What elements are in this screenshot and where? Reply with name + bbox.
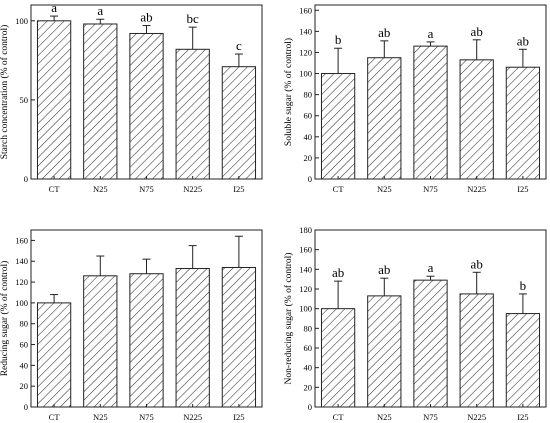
y-tick-label: 100 (15, 16, 28, 26)
y-tick-label: 160 (299, 245, 312, 255)
y-tick-label: 140 (299, 264, 312, 274)
significance-letter: c (236, 38, 242, 53)
significance-letter: bc (187, 11, 200, 26)
chart-1: a CT a N25 ab N75 bc N225 c I25 0 50 100 Starch conce… (0, 0, 263, 194)
x-tick-label: N25 (93, 412, 108, 422)
y-tick-label: 100 (299, 304, 312, 314)
y-tick-label: 0 (308, 402, 312, 412)
significance-letter: ab (517, 33, 529, 48)
significance-letter: a (428, 26, 434, 41)
y-axis-label: Non-reducing sugar (% of control) (283, 253, 294, 385)
bar (221, 66, 257, 180)
y-tick-label: 60 (304, 111, 313, 121)
x-tick-label: I25 (233, 184, 244, 194)
y-axis-label: Reducing sugar (% of control) (0, 261, 10, 377)
y-tick-label: 120 (299, 284, 312, 294)
y-tick-label: 120 (299, 47, 312, 57)
plot-frame (314, 229, 547, 408)
y-tick-label: 0 (24, 174, 28, 184)
significance-letter: a (97, 3, 103, 18)
chart-4: ab CT ab N25 a N75 ab N225 b I25 0 20 40 60 80 100 120 14… (283, 225, 547, 422)
significance-letter: ab (471, 256, 483, 271)
y-tick-label: 80 (304, 90, 313, 100)
bar (320, 308, 356, 408)
y-tick-label: 80 (20, 319, 29, 329)
bar (175, 48, 210, 180)
plot-frame (30, 229, 263, 408)
significance-letter: ab (378, 25, 390, 40)
y-tick-label: 160 (299, 5, 312, 15)
bar (367, 57, 402, 180)
y-axis-label: Starch concentration (% of control) (0, 25, 10, 160)
bar (36, 20, 72, 180)
x-tick-label: N75 (139, 412, 154, 422)
x-tick-label: I25 (517, 184, 528, 194)
x-tick-label: N225 (183, 412, 202, 422)
y-tick-label: 20 (20, 381, 29, 391)
bar (459, 293, 494, 408)
bar (413, 279, 448, 408)
bar (83, 275, 118, 408)
x-tick-label: N25 (377, 184, 392, 194)
significance-letter: b (335, 32, 342, 47)
x-tick-label: CT (333, 184, 345, 194)
x-tick-label: CT (49, 184, 61, 194)
y-tick-label: 100 (15, 298, 28, 308)
y-tick-label: 180 (299, 225, 312, 235)
x-tick-label: N225 (183, 184, 202, 194)
bar (459, 59, 494, 180)
y-tick-label: 160 (15, 235, 28, 245)
significance-letter: b (520, 278, 527, 293)
x-tick-label: N75 (423, 412, 438, 422)
significance-letter: ab (378, 262, 390, 277)
bar (413, 45, 448, 180)
chart-3: CT N25 N75 N225 I25 0 20 40 60 80 100 120 140 160 Redu… (0, 229, 263, 422)
chart-2: b CT ab N25 a N75 ab N225 ab I25 0 20 40 60 80 100 120 14… (283, 4, 547, 194)
bar (129, 32, 164, 180)
y-tick-label: 0 (308, 174, 312, 184)
y-tick-label: 40 (304, 132, 313, 142)
plot-frame (314, 4, 547, 180)
bar (367, 295, 402, 408)
y-tick-label: 20 (304, 382, 313, 392)
bar (505, 66, 541, 180)
y-tick-label: 60 (304, 343, 313, 353)
significance-letter: ab (140, 10, 152, 25)
bar (129, 273, 164, 408)
significance-letter: ab (332, 265, 344, 280)
plot-frame (30, 4, 263, 180)
bar (36, 302, 72, 408)
bar (221, 266, 257, 408)
bar (175, 268, 210, 408)
y-tick-label: 80 (304, 323, 313, 333)
x-tick-label: N225 (467, 184, 486, 194)
significance-letter: a (428, 260, 434, 275)
x-tick-label: I25 (517, 412, 528, 422)
y-tick-label: 20 (304, 153, 313, 163)
y-tick-label: 40 (20, 360, 29, 370)
x-tick-label: CT (49, 412, 61, 422)
x-tick-label: N25 (93, 184, 108, 194)
y-tick-label: 140 (15, 256, 28, 266)
significance-letter: a (51, 0, 57, 15)
bar (505, 313, 541, 408)
y-axis-label: Soluble sugar (% of control) (283, 38, 294, 146)
x-tick-label: CT (333, 412, 345, 422)
x-tick-label: N75 (139, 184, 154, 194)
y-tick-label: 40 (304, 363, 313, 373)
x-tick-label: I25 (233, 412, 244, 422)
y-tick-label: 60 (20, 340, 29, 350)
significance-letter: ab (471, 24, 483, 39)
bar (320, 73, 356, 180)
x-tick-label: N75 (423, 184, 438, 194)
y-tick-label: 0 (24, 402, 28, 412)
y-tick-label: 140 (299, 26, 312, 36)
x-tick-label: N25 (377, 412, 392, 422)
y-tick-label: 120 (15, 277, 28, 287)
x-tick-label: N225 (467, 412, 486, 422)
bar (83, 23, 118, 180)
y-tick-label: 100 (299, 69, 312, 79)
y-tick-label: 50 (20, 95, 29, 105)
